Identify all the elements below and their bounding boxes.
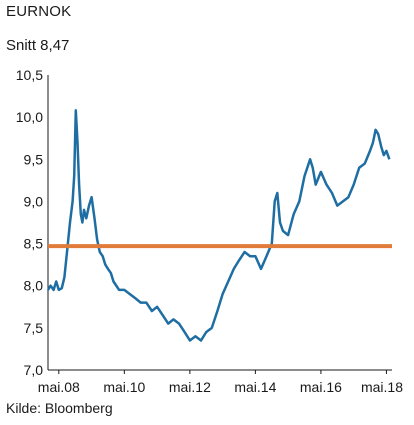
y-tick-label: 8,0: [24, 278, 44, 294]
chart-title: EURNOK: [6, 3, 72, 20]
x-tick-label: mai.16: [300, 379, 342, 395]
y-tick-label: 7,0: [24, 362, 44, 378]
x-tick-label: mai.18: [361, 379, 403, 395]
series-group: [46, 109, 391, 342]
x-tick-label: mai.14: [234, 379, 276, 395]
y-tick-label: 8,5: [24, 236, 44, 252]
y-tick-label: 9,5: [24, 151, 44, 167]
y-tick-label: 7,5: [24, 320, 44, 336]
x-tick-label: mai.10: [103, 379, 145, 395]
x-tick-label: mai.12: [169, 379, 211, 395]
y-axis-ticks: 7,0 7,5 8,0 8,5 9,0 9,5 10,0 10,5: [16, 67, 43, 378]
y-tick-label: 9,0: [24, 193, 44, 209]
x-tick-label: mai.08: [38, 379, 80, 395]
source-note: Kilde: Bloomberg: [6, 400, 113, 416]
x-axis-ticks: mai.08 mai.10 mai.12 mai.14 mai.16 mai.18: [38, 370, 403, 395]
y-tick-label: 10,0: [16, 109, 43, 125]
series-line: [46, 109, 391, 342]
chart-subtitle: Snitt 8,47: [6, 37, 70, 54]
y-tick-label: 10,5: [16, 67, 43, 83]
